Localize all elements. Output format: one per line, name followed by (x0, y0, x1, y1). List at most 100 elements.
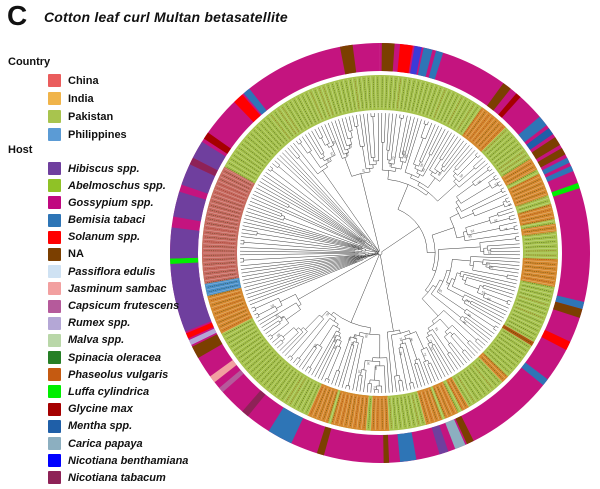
host-legend-item-capsicum-frutescens: Capsicum frutescens (48, 300, 188, 313)
host-legend-item-bemisia-tabaci: Bemisia tabaci (48, 214, 188, 227)
country-legend-item-india: India (48, 92, 127, 105)
svg-text:80: 80 (348, 144, 353, 149)
host-legend-item-nicotiana-tabacum: Nicotiana tabacum (48, 471, 188, 484)
legend-label: Rumex spp. (68, 317, 130, 329)
country-legend-items: China India Pakistan Philippines (8, 74, 127, 141)
legend-label: Jasminum sambac (68, 283, 166, 295)
legend-label: Philippines (68, 129, 127, 141)
legend-color-swatch (48, 368, 61, 381)
legend-color-swatch (48, 385, 61, 398)
host-legend-item-abelmoschus-spp-: Abelmoschus spp. (48, 179, 188, 192)
legend-color-swatch (48, 196, 61, 209)
svg-text:68: 68 (486, 297, 491, 302)
svg-text:71: 71 (445, 282, 450, 287)
legend-label: Solanum spp. (68, 231, 140, 243)
svg-text:76: 76 (504, 227, 509, 232)
legend-label: Nicotiana tabacum (68, 472, 166, 484)
svg-text:86: 86 (332, 334, 337, 339)
svg-text:86: 86 (325, 158, 330, 163)
tree-branches (240, 113, 520, 393)
legend-color-swatch (48, 265, 61, 278)
legend-label: Malva spp. (68, 334, 124, 346)
svg-text:86: 86 (374, 366, 378, 370)
legend-color-swatch (48, 162, 61, 175)
svg-text:74: 74 (398, 337, 403, 342)
legend-color-swatch (48, 231, 61, 244)
svg-text:70: 70 (428, 346, 433, 351)
country-legend-heading: Country (8, 56, 127, 68)
legend-label: Bemisia tabaci (68, 214, 145, 226)
country-legend-item-philippines: Philippines (48, 128, 127, 141)
legend-label: Passiflora edulis (68, 266, 155, 278)
svg-text:81: 81 (434, 327, 439, 332)
legend-label: Capsicum frutescens (68, 300, 179, 312)
svg-text:62: 62 (332, 345, 337, 350)
svg-text:94: 94 (345, 152, 350, 157)
svg-text:96: 96 (409, 337, 414, 342)
svg-text:50: 50 (388, 163, 392, 167)
host-legend-item-nicotiana-benthamiana: Nicotiana benthamiana (48, 454, 188, 467)
legend-label: India (68, 93, 94, 105)
svg-text:85: 85 (364, 334, 368, 338)
host-legend-item-rumex-spp-: Rumex spp. (48, 317, 188, 330)
tip-label-texture (203, 76, 557, 430)
legend-label: Phaseolus vulgaris (68, 369, 168, 381)
legend-color-swatch (48, 214, 61, 227)
host-legend-item-mentha-spp-: Mentha spp. (48, 420, 188, 433)
svg-text:95: 95 (468, 234, 472, 239)
host-legend-item-spinacia-oleracea: Spinacia oleracea (48, 351, 188, 364)
host-legend-item-carica-papaya: Carica papaya (48, 437, 188, 450)
legend-label: Gossypium spp. (68, 197, 154, 209)
legend-color-swatch (48, 403, 61, 416)
legend-color-swatch (48, 282, 61, 295)
svg-text:69: 69 (401, 150, 406, 155)
svg-text:59: 59 (398, 351, 403, 356)
host-legend-item-solanum-spp-: Solanum spp. (48, 231, 188, 244)
legend-color-swatch (48, 334, 61, 347)
ring-segment (382, 43, 395, 71)
svg-text:94: 94 (465, 299, 470, 304)
legend-color-swatch (48, 351, 61, 364)
country-legend-item-pakistan: Pakistan (48, 110, 127, 123)
legend-label: NA (68, 248, 84, 260)
host-legend: Host Hibiscus spp. Abelmoschus spp. Gossyp… (8, 144, 188, 489)
svg-text:81: 81 (508, 202, 513, 207)
host-legend-item-na: NA (48, 248, 188, 261)
legend-color-swatch (48, 454, 61, 467)
legend-color-swatch (48, 92, 61, 105)
svg-text:64: 64 (280, 315, 285, 320)
host-legend-item-glycine-max: Glycine max (48, 403, 188, 416)
svg-text:59: 59 (270, 303, 275, 308)
host-legend-heading: Host (8, 144, 188, 156)
svg-text:56: 56 (477, 179, 482, 184)
svg-text:97: 97 (487, 262, 491, 266)
svg-text:51: 51 (488, 251, 492, 255)
svg-text:66: 66 (313, 343, 318, 348)
legend-label: Carica papaya (68, 438, 143, 450)
legend-label: Pakistan (68, 111, 113, 123)
legend-color-swatch (48, 128, 61, 141)
legend-label: China (68, 75, 99, 87)
svg-text:72: 72 (422, 352, 427, 357)
svg-text:96: 96 (462, 320, 467, 325)
svg-text:85: 85 (437, 171, 442, 176)
legend-label: Hibiscus spp. (68, 163, 140, 175)
legend-color-swatch (48, 317, 61, 330)
panel-label: C (7, 0, 27, 32)
host-legend-item-hibiscus-spp-: Hibiscus spp. (48, 162, 188, 175)
figure-title: Cotton leaf curl Multan betasatellite (44, 9, 288, 25)
host-legend-items: Hibiscus spp. Abelmoschus spp. Gossypium s… (8, 162, 188, 484)
legend-color-swatch (48, 74, 61, 87)
host-legend-item-luffa-cylindrica: Luffa cylindrica (48, 385, 188, 398)
svg-text:92: 92 (494, 218, 499, 223)
country-legend-item-china: China (48, 74, 127, 87)
legend-label: Spinacia oleracea (68, 352, 161, 364)
legend-color-swatch (48, 110, 61, 123)
legend-label: Mentha spp. (68, 420, 132, 432)
svg-text:70: 70 (391, 156, 395, 160)
svg-text:74: 74 (373, 386, 377, 390)
country-legend: Country China India Pakistan Philippines (8, 56, 127, 146)
svg-text:97: 97 (357, 369, 361, 373)
host-legend-item-jasminum-sambac: Jasminum sambac (48, 282, 188, 295)
legend-color-swatch (48, 437, 61, 450)
